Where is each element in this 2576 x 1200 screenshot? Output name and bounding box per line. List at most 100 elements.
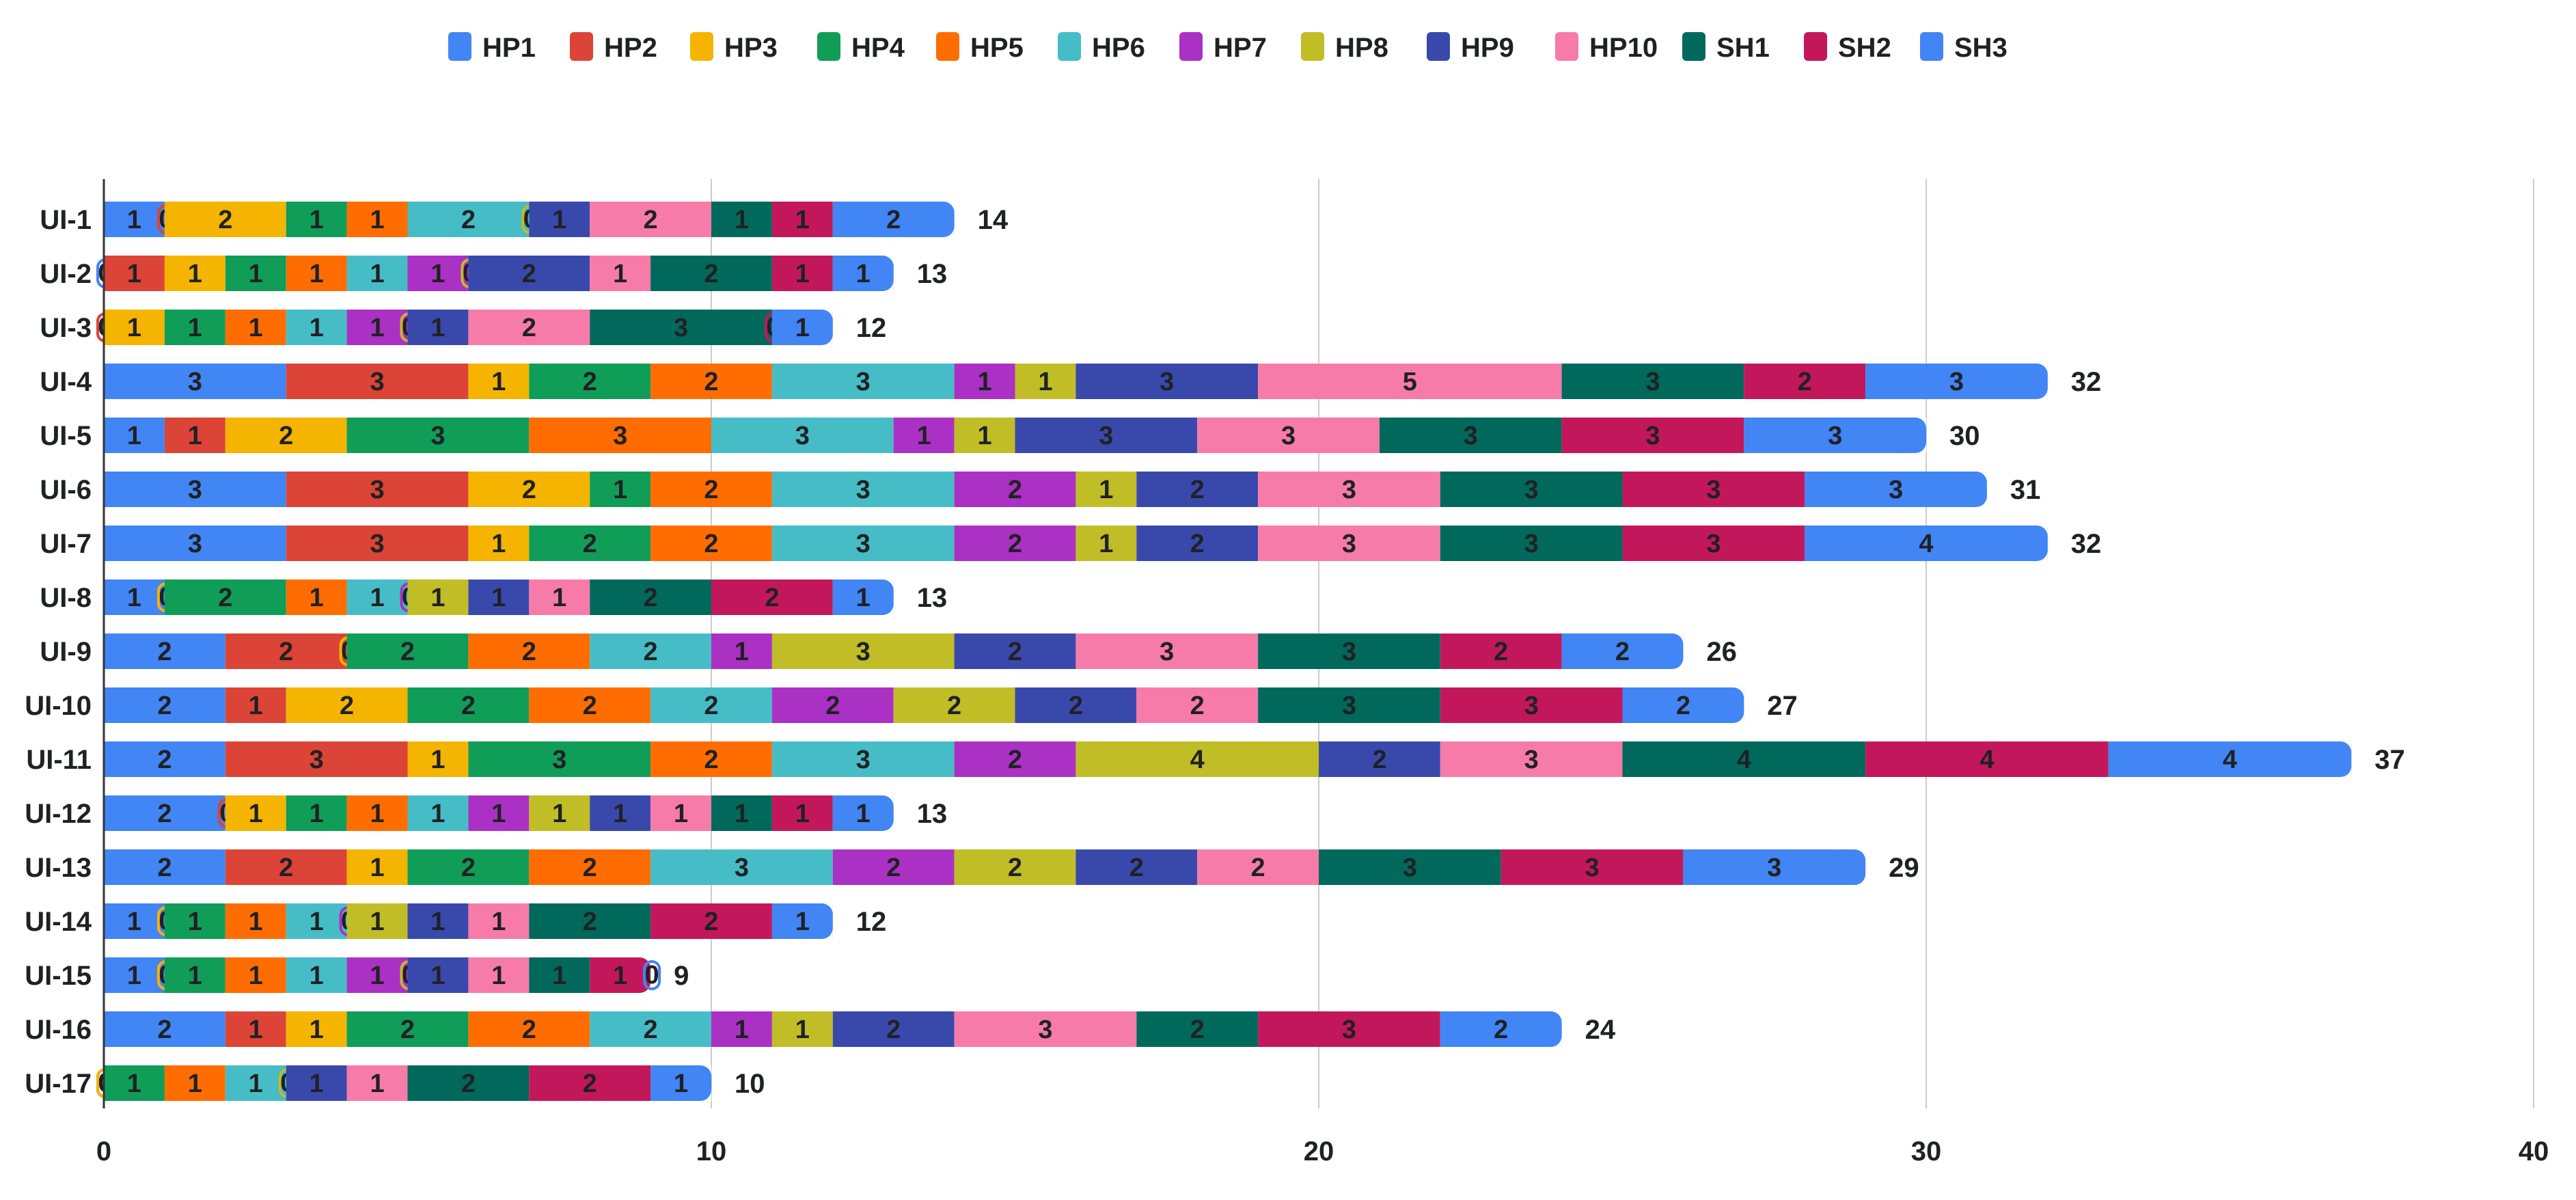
bar-segment-hp7 <box>832 849 955 885</box>
x-tick-label: 20 <box>1304 1136 1334 1167</box>
bar-segment-hp9 <box>1015 687 1137 723</box>
bar-end-cap <box>679 1065 711 1101</box>
segment-label: 3 <box>856 530 871 558</box>
bar-segment-hp1 <box>104 579 165 615</box>
segment-label: 2 <box>1069 692 1083 720</box>
bar-segment-sh1 <box>529 957 590 993</box>
bar-segment-hp6 <box>286 310 347 345</box>
legend-label: SH3 <box>1954 33 2008 63</box>
bar-segment-sh2 <box>1501 849 1684 885</box>
bar-segment-hp6 <box>286 903 347 939</box>
bar-end-cap <box>2014 364 2048 399</box>
bar-segment-hp6 <box>590 633 711 669</box>
segment-label: 1 <box>188 314 202 342</box>
bar-segment-hp4 <box>346 418 530 453</box>
segment-label: 1 <box>977 422 991 450</box>
legend-item-hp6: HP6 <box>1058 32 1145 63</box>
bar-segment-sh2 <box>771 202 833 237</box>
total-label: 32 <box>2071 367 2102 397</box>
bar-end-cap <box>2318 741 2352 777</box>
legend-swatch <box>690 32 713 61</box>
segment-label: 1 <box>735 800 749 828</box>
bar-segment-hp8 <box>771 633 955 669</box>
bar-segment-hp5 <box>286 256 347 291</box>
segment-label: 1 <box>127 422 141 450</box>
segment-label: 3 <box>430 422 445 450</box>
bar-segment-hp10 <box>1258 526 1440 561</box>
segment-label: 1 <box>249 314 263 342</box>
segment-label: 2 <box>400 1015 415 1044</box>
bar-segment-hp6 <box>771 526 955 561</box>
bar-segment-hp1 <box>104 849 225 885</box>
bar-segment-hp4 <box>590 472 651 507</box>
segment-label: 2 <box>1008 746 1022 774</box>
segment-label: 4 <box>2223 746 2237 774</box>
segment-label: 3 <box>1403 854 1417 882</box>
bar-segment-hp6 <box>407 795 469 831</box>
segment-label: 2 <box>522 314 536 342</box>
segment-label: 2 <box>218 584 232 612</box>
bar-end-cap <box>1529 1011 1562 1047</box>
bar-segment-hp3 <box>104 310 165 345</box>
total-label: 9 <box>674 961 689 991</box>
total-label: 26 <box>1706 637 1737 667</box>
segment-label: 3 <box>856 476 871 504</box>
bar-segment-hp6 <box>225 1065 286 1101</box>
segment-label: 3 <box>370 368 384 396</box>
legend-item-hp5: HP5 <box>936 32 1024 63</box>
segment-label: 1 <box>552 800 566 828</box>
bar-segment-hp6 <box>407 202 530 237</box>
bar-segment-hp7 <box>954 364 1015 399</box>
bar-segment-hp8 <box>771 1011 833 1047</box>
category-label: UI-10 <box>25 691 92 721</box>
bar-end-cap <box>1893 418 1926 453</box>
segment-label: 1 <box>977 368 991 396</box>
segment-label: 1 <box>310 206 324 234</box>
bar-segment-hp4 <box>104 1065 165 1101</box>
bar-segment-sh2 <box>1258 1011 1440 1047</box>
segment-label: 2 <box>1494 638 1508 666</box>
bar-segment-sh2 <box>1440 633 1562 669</box>
segment-label: 0 <box>645 961 659 990</box>
bar-segment-hp4 <box>286 795 347 831</box>
bar-row-ui-12: UI-12201111111111113 <box>25 795 947 831</box>
segment-label: 3 <box>188 476 202 504</box>
bar-segment-hp1 <box>104 795 225 831</box>
segment-label: 1 <box>370 260 384 288</box>
segment-label: 2 <box>279 422 293 450</box>
bar-segment-hp9 <box>407 310 469 345</box>
segment-label: 1 <box>430 260 445 288</box>
bar-segment-hp6 <box>771 472 955 507</box>
segment-label: 1 <box>249 692 263 720</box>
bar-segment-hp3 <box>286 687 408 723</box>
segment-label: 1 <box>249 908 263 936</box>
segment-label: 3 <box>856 638 871 666</box>
segment-label: 1 <box>795 1015 810 1044</box>
segment-label: 2 <box>1008 530 1022 558</box>
bar-segment-hp2 <box>104 256 165 291</box>
segment-label: 1 <box>1099 530 1113 558</box>
segment-label: 2 <box>1008 476 1022 504</box>
bar-segment-hp5 <box>225 903 286 939</box>
segment-label: 3 <box>1160 638 1174 666</box>
bar-segment-sh1 <box>590 579 711 615</box>
bar-segment-hp3 <box>286 1011 347 1047</box>
bar-row-ui-4: UI-4 3 3 1 2 2 3 1 1 3 5 3 2 3 32 <box>40 364 2101 399</box>
segment-label: 1 <box>795 800 810 828</box>
segment-label: 2 <box>522 638 536 666</box>
bar-end-cap <box>799 903 833 939</box>
legend-item-hp7: HP7 <box>1179 32 1267 63</box>
segment-label: 3 <box>613 422 627 450</box>
category-label: UI-13 <box>25 853 92 883</box>
bar-segment-hp7 <box>954 526 1076 561</box>
bar-segment-sh3 <box>2108 741 2352 777</box>
bar-segment-hp7 <box>711 633 772 669</box>
bar-segment-sh1 <box>1258 687 1440 723</box>
segment-label: 3 <box>1464 422 1478 450</box>
bar-segment-sh1 <box>1379 418 1562 453</box>
bar-segment-hp10 <box>1258 472 1440 507</box>
segment-label: 1 <box>430 584 445 612</box>
segment-label: 1 <box>430 800 445 828</box>
bars: UI-1102112001211214UI-2011111102121113UI… <box>25 202 2405 1101</box>
